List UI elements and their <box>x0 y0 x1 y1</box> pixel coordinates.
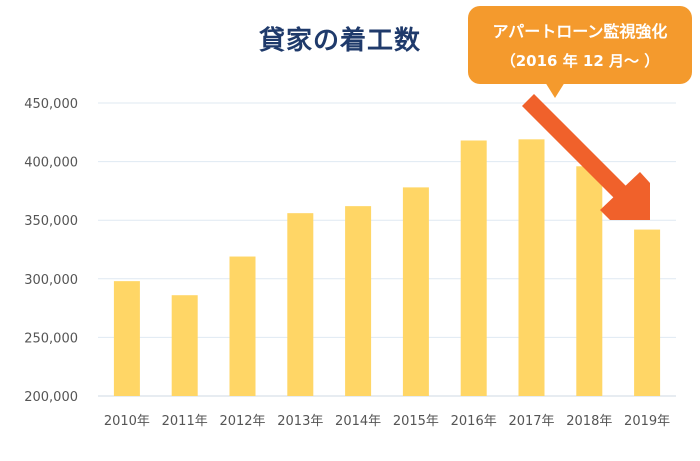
x-tick-label: 2018年 <box>566 414 612 429</box>
bar <box>518 139 545 396</box>
y-tick-label: 450,000 <box>24 97 78 112</box>
annotation-callout-tail <box>545 82 565 98</box>
x-axis-ticks: 2010年 2011年 2012年 2013年 2014年 2015年 2016年 2017年… <box>104 414 670 429</box>
bar <box>345 206 372 396</box>
y-axis-ticks: 200,000 250,000 300,000 350,000 400,000 450,0… <box>24 97 78 405</box>
chart-title: 貸家の着工数 <box>258 26 421 56</box>
y-tick-label: 250,000 <box>24 331 78 346</box>
arrow-head-main <box>600 172 650 220</box>
x-tick-label: 2017年 <box>508 414 554 429</box>
x-tick-label: 2013年 <box>277 414 323 429</box>
bar <box>113 281 140 396</box>
arrow-shaft <box>521 93 627 199</box>
bar <box>634 229 661 396</box>
y-tick-label: 350,000 <box>24 214 78 229</box>
y-tick-label: 300,000 <box>24 273 78 288</box>
bar <box>171 295 198 396</box>
x-tick-label: 2010年 <box>104 414 150 429</box>
y-tick-label: 400,000 <box>24 156 78 171</box>
annotation-line2: （2016 年 12 月〜 ） <box>500 52 660 70</box>
y-tick-label: 200,000 <box>24 390 78 405</box>
x-tick-label: 2019年 <box>624 414 670 429</box>
x-tick-label: 2016年 <box>451 414 497 429</box>
x-tick-label: 2012年 <box>219 414 265 429</box>
bar <box>576 166 603 396</box>
bar <box>229 256 256 396</box>
bars <box>113 139 661 396</box>
bar <box>460 140 487 396</box>
annotation-callout: アパートローン監視強化 （2016 年 12 月〜 ） <box>468 6 692 84</box>
x-tick-label: 2015年 <box>393 414 439 429</box>
bar <box>402 187 429 396</box>
x-tick-label: 2011年 <box>162 414 208 429</box>
annotation-line1: アパートローン監視強化 <box>492 22 668 41</box>
x-tick-label: 2014年 <box>335 414 381 429</box>
bar <box>287 213 314 396</box>
trend-arrow <box>521 93 650 220</box>
